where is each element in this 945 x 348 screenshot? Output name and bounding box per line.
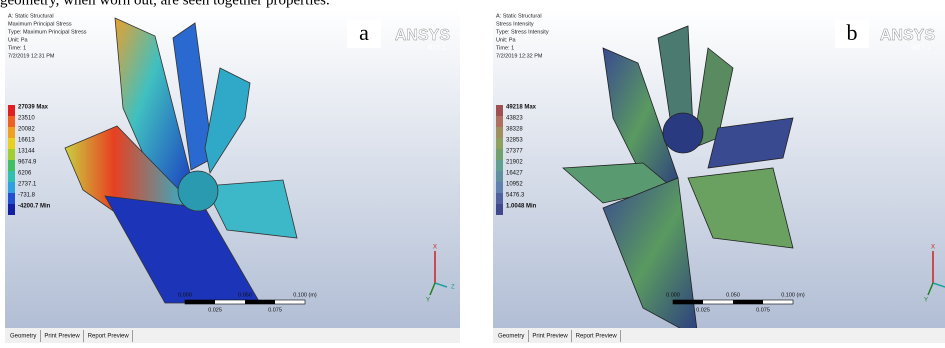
info-line: Time: 1 (8, 45, 26, 51)
info-line: Stress Intensity (496, 21, 534, 27)
caption-fragment: geometry, when worn out, are seen togeth… (0, 0, 330, 8)
scale-label: 0.000 (178, 292, 192, 298)
scale-label: 0.025 (208, 307, 222, 313)
panel-b: A: Static Structural Stress Intensity Type… (493, 8, 945, 343)
info-line: Unit: Pa (496, 37, 517, 43)
legend-label: 20082 (18, 127, 35, 133)
legend-label: -731.8 (18, 193, 36, 199)
legend-label: 43823 (506, 116, 523, 122)
tab: Print Preview (532, 334, 568, 340)
info-line: Type: Stress Intensity (496, 29, 549, 35)
axis-label: X (931, 245, 935, 251)
legend-swatch (8, 116, 15, 127)
legend-swatch (496, 204, 503, 215)
scale-bar-fill (185, 300, 215, 304)
legend-swatch (8, 204, 15, 215)
legend-label: 21902 (506, 160, 523, 166)
legend-swatch (496, 127, 503, 138)
legend-swatch (8, 171, 15, 182)
scale-bar-fill (245, 300, 275, 304)
legend-label: 13144 (18, 149, 35, 155)
scale-label: 0.025 (696, 307, 710, 313)
panel-a: A: Static Structural Maximum Principal St… (5, 8, 460, 343)
info-line: Time: 1 (496, 45, 514, 51)
legend-label: 27039 Max (18, 105, 49, 111)
legend-label: 23510 (18, 116, 35, 122)
logo: ANSYS (395, 27, 450, 44)
tab: Geometry (10, 334, 36, 340)
legend-label: 6206 (18, 171, 32, 177)
version: R17.1 (427, 45, 446, 52)
legend-label: 32853 (506, 138, 523, 144)
legend-swatch (496, 116, 503, 127)
tab: Print Preview (44, 334, 80, 340)
legend-swatch (496, 193, 503, 204)
scale-label: 0.075 (268, 307, 282, 313)
info-line: A: Static Structural (496, 13, 542, 19)
legend-swatch (496, 182, 503, 193)
legend-swatch (496, 138, 503, 149)
panel-label: b (847, 20, 858, 45)
scale-label: 0.100 (m) (293, 292, 317, 298)
legend-swatch (8, 193, 15, 204)
logo: ANSYS (880, 27, 935, 44)
figure: geometry, when worn out, are seen togeth… (0, 0, 945, 343)
legend-label: 16613 (18, 138, 35, 144)
legend-label: 9674.9 (18, 160, 37, 166)
version: R17.1 (912, 45, 931, 52)
panel-label: a (359, 20, 369, 45)
legend-swatch (496, 105, 503, 116)
axis-label: Z (451, 285, 455, 291)
info-line: Maximum Principal Stress (8, 21, 72, 27)
tab: Report Preview (576, 334, 618, 340)
legend-swatch (8, 149, 15, 160)
info-line: Type: Maximum Principal Stress (8, 29, 87, 35)
legend-label: 10952 (506, 182, 523, 188)
scale-label: 0.050 (238, 292, 252, 298)
info-line: 7/2/2019 12:32 PM (496, 53, 543, 59)
legend-label: 38328 (506, 127, 523, 133)
legend-swatch (496, 171, 503, 182)
legend-swatch (8, 182, 15, 193)
scale-label: 0.100 (m) (781, 292, 805, 298)
legend-label: -4200.7 Min (18, 204, 51, 210)
scale-bar-fill (673, 300, 703, 304)
tab: Report Preview (88, 334, 130, 340)
legend-swatch (8, 105, 15, 116)
legend-label: 49218 Max (506, 105, 537, 111)
legend-swatch (8, 160, 15, 171)
legend-label: 27377 (506, 149, 523, 155)
scale-bar-fill (733, 300, 763, 304)
legend-label: 1.0048 Min (506, 204, 537, 210)
info-line: 7/2/2019 12:31 PM (8, 53, 55, 59)
info-line: Unit: Pa (8, 37, 29, 43)
scale-label: 0.000 (666, 292, 680, 298)
tab: Geometry (498, 334, 524, 340)
legend-swatch (496, 160, 503, 171)
info-line: A: Static Structural (8, 13, 54, 19)
scale-label: 0.050 (726, 292, 740, 298)
legend-label: 5476.3 (506, 193, 525, 199)
axis-label: Y (426, 298, 430, 304)
axis-label: Y (924, 298, 928, 304)
legend-label: 2737.1 (18, 182, 37, 188)
legend-swatch (496, 149, 503, 160)
legend-swatch (8, 138, 15, 149)
legend-label: 16427 (506, 171, 523, 177)
axis-label: X (433, 245, 437, 251)
scale-label: 0.075 (756, 307, 770, 313)
legend-swatch (8, 127, 15, 138)
